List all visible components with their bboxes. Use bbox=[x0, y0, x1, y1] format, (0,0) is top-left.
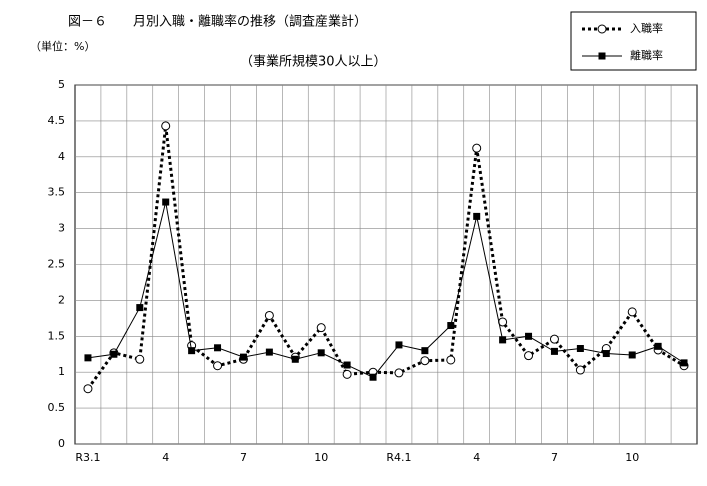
series-line bbox=[87, 201, 685, 378]
point bbox=[576, 345, 584, 353]
point bbox=[110, 350, 118, 358]
x-tick-label: R3.1 bbox=[75, 451, 100, 464]
legend-label: 入職率 bbox=[630, 21, 663, 35]
point bbox=[421, 347, 429, 355]
x-tick-label: 10 bbox=[314, 451, 328, 464]
point bbox=[420, 356, 430, 366]
point bbox=[291, 355, 299, 363]
point bbox=[680, 359, 688, 367]
point bbox=[395, 341, 403, 349]
point bbox=[628, 351, 636, 359]
point bbox=[265, 348, 273, 356]
legend-marker bbox=[598, 52, 606, 60]
point bbox=[525, 332, 533, 340]
y-tick-label: 3.5 bbox=[48, 186, 66, 199]
point bbox=[550, 347, 558, 355]
y-tick-label: 1 bbox=[58, 365, 65, 378]
point bbox=[84, 354, 92, 362]
y-tick-label: 3 bbox=[58, 222, 65, 235]
point bbox=[214, 344, 222, 352]
y-tick-label: 1.5 bbox=[48, 329, 66, 342]
point bbox=[83, 384, 93, 394]
point bbox=[135, 354, 145, 364]
point bbox=[213, 361, 223, 371]
point bbox=[473, 212, 481, 220]
point bbox=[239, 353, 247, 361]
point bbox=[161, 121, 171, 131]
y-tick-label: 4 bbox=[58, 150, 65, 163]
x-tick-label: 4 bbox=[162, 451, 169, 464]
point bbox=[316, 323, 326, 333]
x-tick-label: 4 bbox=[473, 451, 480, 464]
point bbox=[654, 342, 662, 350]
y-tick-label: 5 bbox=[58, 78, 65, 91]
point bbox=[188, 347, 196, 355]
legend-marker bbox=[597, 24, 607, 34]
point bbox=[627, 307, 637, 317]
legend bbox=[570, 11, 697, 71]
point bbox=[446, 355, 456, 365]
x-tick-label: 10 bbox=[625, 451, 639, 464]
legend-label: 離職率 bbox=[630, 48, 663, 62]
point bbox=[394, 368, 404, 378]
point bbox=[317, 349, 325, 357]
series-line bbox=[86, 125, 685, 390]
unit-label: （単位：%） bbox=[30, 39, 95, 53]
point bbox=[264, 310, 274, 320]
point bbox=[447, 322, 455, 330]
point bbox=[162, 198, 170, 206]
y-tick-label: 2.5 bbox=[48, 258, 66, 271]
point bbox=[343, 361, 351, 369]
point bbox=[369, 373, 377, 381]
y-tick-label: 4.5 bbox=[48, 114, 66, 127]
x-tick-label: R4.1 bbox=[386, 451, 411, 464]
point bbox=[549, 334, 559, 344]
point bbox=[524, 351, 534, 361]
point bbox=[136, 304, 144, 312]
chart-subtitle: （事業所規模30人以上） bbox=[240, 54, 387, 70]
y-tick-label: 2 bbox=[58, 293, 65, 306]
y-tick-label: 0.5 bbox=[48, 401, 66, 414]
point bbox=[575, 365, 585, 375]
x-tick-label: 7 bbox=[551, 451, 558, 464]
y-tick-label: 0 bbox=[58, 437, 65, 450]
point bbox=[472, 143, 482, 153]
point bbox=[342, 369, 352, 379]
point bbox=[602, 350, 610, 358]
x-tick-label: 7 bbox=[240, 451, 247, 464]
point bbox=[499, 336, 507, 344]
chart-title: 図－６ 月別入職・離職率の推移（調査産業計） bbox=[68, 14, 367, 30]
